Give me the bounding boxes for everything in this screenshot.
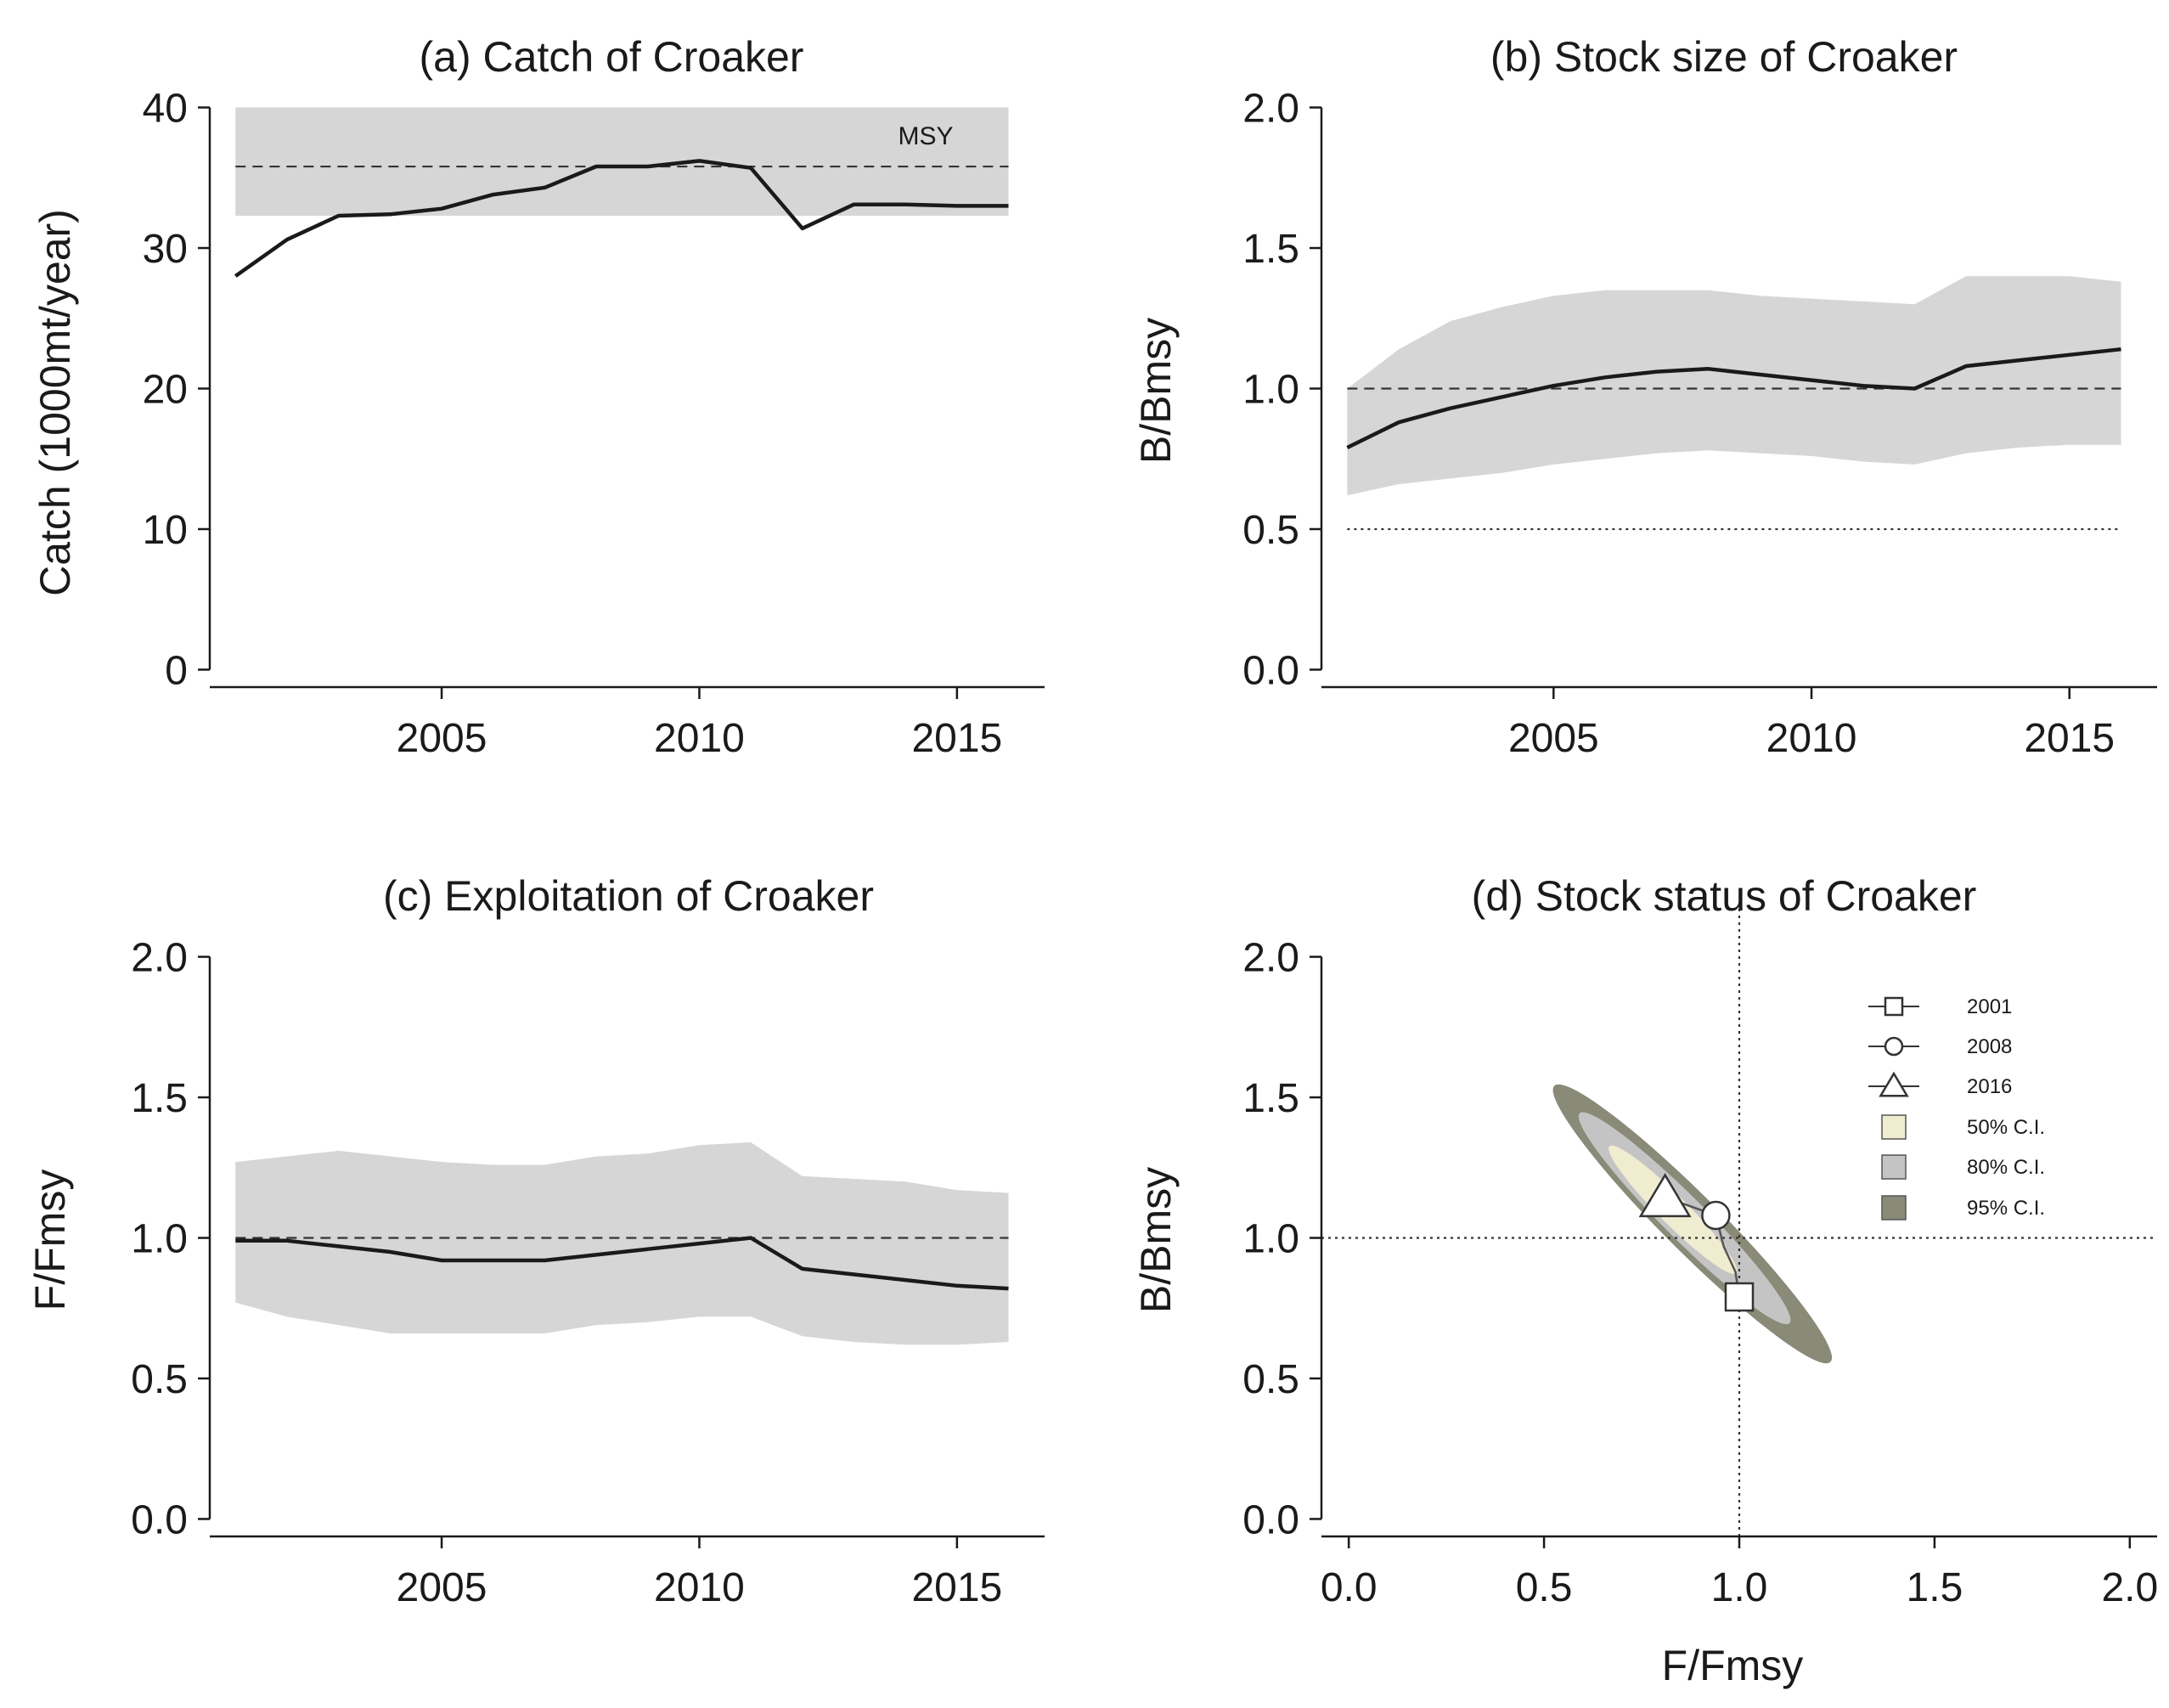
x-tick-label: 2010 [1766,716,1857,761]
x-tick-label: 1.5 [1907,1565,1963,1610]
x-tick-label: 2015 [2024,716,2115,761]
series-line [235,1236,1009,1291]
legend-swatch [1881,1195,1907,1220]
y-tick-label: 1.5 [1242,227,1299,272]
y-tick-label: 0.5 [1242,508,1299,553]
y-tick-label: 1.0 [131,1217,188,1262]
x-axis-label: F/Fmsy [1662,1642,1804,1689]
y-tick-label: 30 [143,227,188,272]
legend-label: 2016 [1967,1075,2012,1098]
panel-exploitation: (c) Exploitation of Croaker F/Fmsy 0.0 0… [26,872,1045,1610]
legend-swatch [1881,1114,1907,1140]
y-tick-label: 0.0 [131,1497,188,1542]
legend-label: 2008 [1967,1035,2012,1058]
y-tick-label: 10 [143,508,188,553]
y-tick-label: 40 [143,87,188,132]
x-tick-label: 1.0 [1711,1565,1768,1610]
y-tick-label: 0.5 [1242,1357,1299,1402]
legend-marker [1884,1036,1904,1057]
confidence-band [1347,276,2121,496]
y-tick-label: 0.5 [131,1357,188,1402]
y-tick-label: 0.0 [1242,1497,1299,1542]
y-tick-label: 20 [143,368,188,413]
series-line [234,159,1009,278]
y-axis-label: Catch (1000mt/year) [31,209,79,596]
x-tick-label: 2005 [397,716,487,761]
panel-title: (a) Catch of Croaker [420,33,804,81]
x-tick-label: 2010 [654,716,745,761]
legend: 2001 2008 2016 50% C.I. 80% C.I. 95% C.I… [1868,995,2045,1220]
msy-label: MSY [898,122,953,150]
confidence-band [235,107,1009,216]
y-tick-label: 2.0 [1242,936,1299,981]
legend-swatch [1881,1154,1907,1180]
y-tick-label: 0.0 [1242,648,1299,693]
legend-marker [1879,1071,1909,1097]
y-tick-label: 1.0 [1242,1217,1299,1262]
x-tick-label: 0.5 [1516,1565,1573,1610]
y-tick-label: 0 [165,648,188,693]
point-2001 [1724,1282,1755,1312]
x-tick-label: 2.0 [2101,1565,2158,1610]
y-axis-label: B/Bmsy [1132,1167,1180,1313]
legend-label: 95% C.I. [1967,1197,2045,1220]
legend-marker [1884,996,1904,1017]
panel-title: (b) Stock size of Croaker [1490,33,1958,81]
x-tick-label: 2015 [911,1565,1002,1610]
legend-label: 80% C.I. [1967,1156,2045,1179]
panel-catch: (a) Catch of Croaker Catch (1000mt/year)… [31,33,1045,761]
panel-title: (d) Stock status of Croaker [1472,872,1977,920]
y-tick-label: 1.5 [131,1076,188,1121]
x-tick-label: 2010 [654,1565,745,1610]
series-line [1346,347,2121,450]
y-axis-label: F/Fmsy [26,1170,74,1311]
x-tick-label: 0.0 [1321,1565,1377,1610]
legend-label: 50% C.I. [1967,1116,2045,1139]
y-tick-label: 1.0 [1242,368,1299,413]
y-axis-label: B/Bmsy [1132,318,1180,464]
legend-label: 2001 [1967,995,2012,1018]
panel-title: (c) Exploitation of Croaker [383,872,874,920]
point-2016 [1638,1173,1692,1218]
panel-stock-status: (d) Stock status of Croaker B/Bmsy F/Fms… [1132,872,2158,1689]
x-tick-label: 2015 [911,716,1002,761]
x-tick-label: 2005 [1508,716,1599,761]
y-tick-label: 1.5 [1242,1076,1299,1121]
panel-stock-size: (b) Stock size of Croaker B/Bmsy 0.0 0.5… [1132,33,2157,761]
y-tick-label: 2.0 [131,936,188,981]
point-2008 [1701,1200,1731,1231]
confidence-band [235,1142,1009,1345]
x-tick-label: 2005 [397,1565,487,1610]
y-tick-label: 2.0 [1242,87,1299,132]
